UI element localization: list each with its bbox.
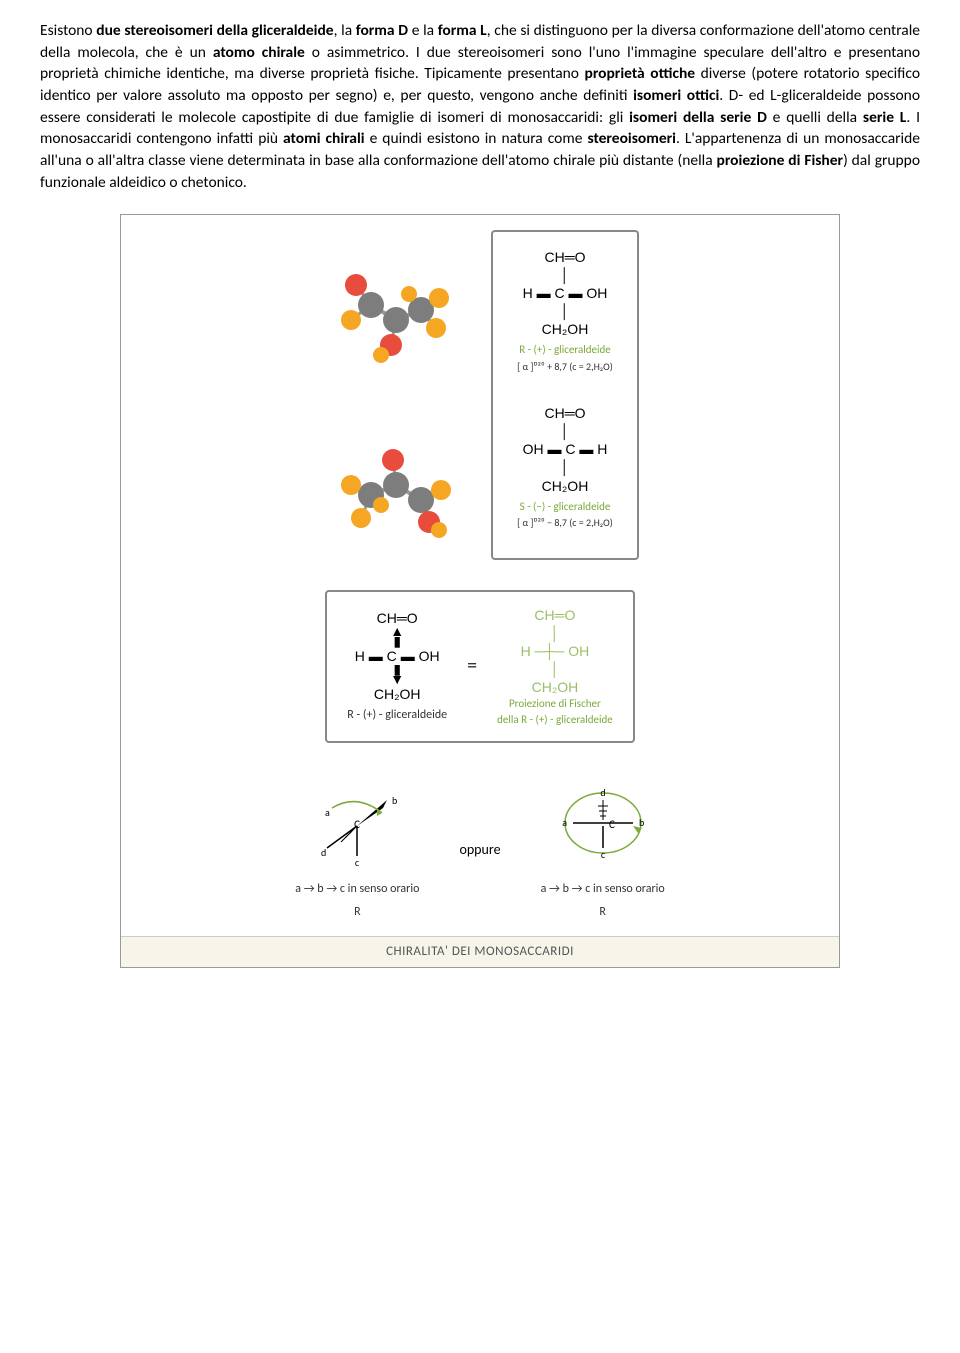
formula-left: CH═O ▲▮ H ▬ C ▬ OH ▮▼ CH₂OH R - (+) - gl… <box>347 609 447 724</box>
bold: atomo chirale <box>213 43 305 62</box>
bold: isomeri della serie D <box>629 108 767 127</box>
text: Esistono <box>40 21 96 40</box>
formula-box-rs: CH═O │ H ▬ C ▬ OH │ CH₂OH R - (+) - glic… <box>491 230 639 560</box>
lb: b <box>639 816 644 829</box>
line: H ▬ C ▬ OH <box>517 284 613 302</box>
lc: c <box>355 856 360 868</box>
formula-s-sub: [ α ]ᴰ²⁰ − 8,7 (c = 2,H₂O) <box>517 516 613 530</box>
molecule-column <box>321 230 461 560</box>
formula-r-structure: CH═O │ H ▬ C ▬ OH │ CH₂OH <box>517 248 613 339</box>
formula-right: CH═O │ H ─┼─ OH │ CH₂OH Proiezione di Fi… <box>497 606 613 728</box>
la: a <box>325 806 330 819</box>
bold: serie L <box>863 108 906 127</box>
bold: proprietà ottiche <box>585 64 696 83</box>
molecule-r-icon <box>321 260 461 380</box>
fischer-box: CH═O ▲▮ H ▬ C ▬ OH ▮▼ CH₂OH R - (+) - gl… <box>325 590 635 744</box>
r: ▬ OH <box>401 648 440 664</box>
tetrahedral-icon: a b c d C <box>297 778 417 868</box>
r: ─ OH <box>554 643 589 659</box>
line: OH ▬ C ▬ H <box>517 440 613 458</box>
line: CH═O <box>517 404 613 422</box>
text: e la <box>408 21 438 40</box>
chirality-right: a b c d C a → b → c in senso orario R <box>541 778 665 920</box>
line: CH₂OH <box>347 685 447 703</box>
arrow-text-2: a → b → c in senso orario <box>541 881 665 898</box>
formula-s-label: S - (−) - gliceraldeide <box>517 499 613 514</box>
vline: │ <box>517 422 613 440</box>
formula-s: CH═O │ OH ▬ C ▬ H │ CH₂OH S - (−) - glic… <box>517 404 613 530</box>
line: CH₂OH <box>517 320 613 338</box>
vline: │ <box>517 266 613 284</box>
bold: stereoisomeri <box>587 129 676 148</box>
l: OH ▬ <box>523 441 562 457</box>
wedge-down: ▮▼ <box>347 665 447 685</box>
r: ▬ H <box>579 441 607 457</box>
la: a <box>562 816 567 829</box>
figure-caption: CHIRALITA' DEI MONOSACCARIDI <box>121 936 839 967</box>
fischer-label-1: Proiezione di Fischer <box>497 696 613 711</box>
figure-container: CH═O │ H ▬ C ▬ OH │ CH₂OH R - (+) - glic… <box>120 214 840 968</box>
formula-s-structure: CH═O │ OH ▬ C ▬ H │ CH₂OH <box>517 404 613 495</box>
line: CH═O <box>517 248 613 266</box>
figure-panel-1: CH═O │ H ▬ C ▬ OH │ CH₂OH R - (+) - glic… <box>121 215 839 575</box>
ld: d <box>600 786 605 799</box>
formula-r-sub: [ α ]ᴰ²⁰ + 8,7 (c = 2,H₂O) <box>517 360 613 374</box>
text: , la <box>334 21 356 40</box>
chirality-left: a b c d C a → b → c in senso orario R <box>295 778 419 920</box>
line: CH₂OH <box>517 477 613 495</box>
formula-r-label: R - (+) - gliceraldeide <box>517 342 613 357</box>
vline: │ <box>497 660 613 678</box>
body-paragraph: Esistono due stereoisomeri della glicera… <box>40 20 920 194</box>
lb: b <box>392 794 397 807</box>
l: H ─ <box>521 643 545 659</box>
molecule-s-icon <box>321 440 461 560</box>
formula-r: CH═O │ H ▬ C ▬ OH │ CH₂OH R - (+) - glic… <box>517 248 613 374</box>
r-label-1: R <box>295 904 419 921</box>
line: CH₂OH <box>497 678 613 696</box>
lC: C <box>609 818 615 831</box>
bold: isomeri ottici <box>633 86 719 105</box>
line: H ─┼─ OH <box>497 642 613 660</box>
ld: d <box>321 846 326 859</box>
vline: │ <box>517 302 613 320</box>
lC: C <box>354 818 360 831</box>
line: CH═O <box>497 606 613 624</box>
r-label-2: R <box>541 904 665 921</box>
vline: │ <box>497 624 613 642</box>
bold: due stereoisomeri della gliceraldeide <box>96 21 333 40</box>
text: e quelli della <box>767 108 863 127</box>
r: ▬ OH <box>569 285 608 301</box>
c: C <box>554 285 564 301</box>
oppure-label: oppure <box>459 840 500 860</box>
bold: forma D <box>356 21 408 40</box>
bold: forma L <box>438 21 487 40</box>
figure-panel-2: CH═O ▲▮ H ▬ C ▬ OH ▮▼ CH₂OH R - (+) - gl… <box>121 575 839 759</box>
equals-sign: = <box>467 652 477 680</box>
wedge-up: ▲▮ <box>347 627 447 647</box>
fischer-label-2: della R - (+) - gliceraldeide <box>497 712 613 727</box>
c: C <box>565 441 575 457</box>
arrow-text-1: a → b → c in senso orario <box>295 881 419 898</box>
vline: │ <box>517 458 613 476</box>
bold: proiezione di Fisher <box>717 151 844 170</box>
bold: atomi chirali <box>283 129 365 148</box>
l: H ▬ <box>355 648 383 664</box>
fischer-rotation-icon: a b c d C <box>543 778 663 868</box>
lc: c <box>601 848 606 861</box>
fischer-structure: CH═O │ H ─┼─ OH │ CH₂OH <box>497 606 613 697</box>
l: H ▬ <box>523 285 551 301</box>
formula-structure: CH═O ▲▮ H ▬ C ▬ OH ▮▼ CH₂OH <box>347 609 447 703</box>
figure-panel-3: a b c d C a → b → c in senso orario R op… <box>121 758 839 935</box>
left-label: R - (+) - gliceraldeide <box>347 707 447 724</box>
text: e quindi esistono in natura come <box>365 129 588 148</box>
